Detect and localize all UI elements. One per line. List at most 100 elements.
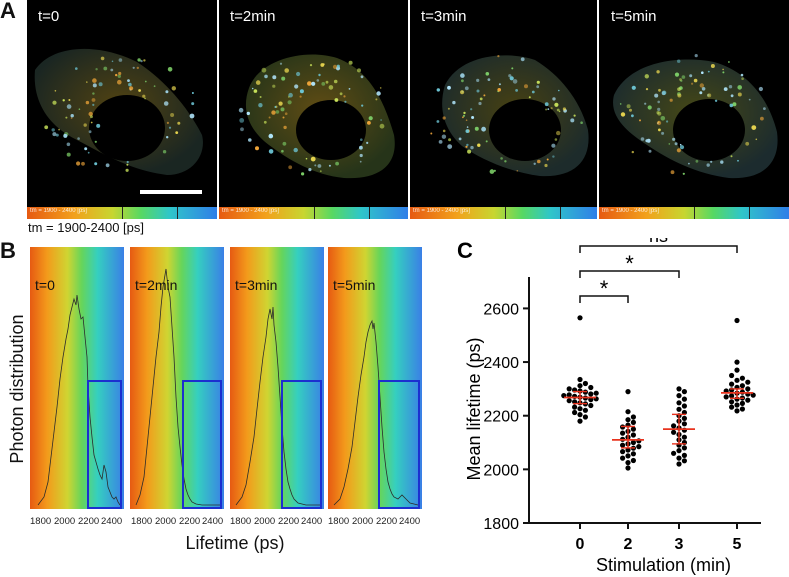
speckle [760,116,764,121]
speckle [246,111,250,116]
speckle [679,78,682,81]
y-tick-label: 2400 [483,355,519,372]
speckle [282,141,287,146]
speckle [707,93,712,98]
speckle [544,163,548,168]
speckle [126,160,129,164]
data-point [593,390,599,396]
speckle [545,108,548,111]
data-point [681,445,687,451]
hist-xtick: 2200 [278,516,300,527]
data-point [676,386,682,392]
speckle [707,70,710,73]
speckle [279,62,283,65]
speckle [54,90,57,92]
speckle [466,126,469,128]
data-point [734,377,740,383]
speckle [301,172,305,176]
significance-label: ns [649,238,668,246]
speckle [465,129,470,134]
hist-xtick: 1800 [131,516,153,527]
speckle [367,121,371,125]
speckle [92,78,97,83]
speckle [755,138,758,141]
speckle [672,137,676,141]
cell-image [613,54,778,179]
speckle [63,133,68,138]
speckle [442,116,446,120]
data-point [681,458,687,464]
speckle [81,161,85,166]
speckle-layer [44,56,195,172]
data-point [582,414,588,420]
speckle [259,96,262,98]
speckle [165,90,169,94]
speckle [460,90,465,95]
data-point [734,402,740,408]
speckle [177,121,181,125]
speckle [77,137,80,140]
y-tick-label: 1800 [483,516,519,533]
speckle [288,92,293,98]
speckle [467,149,472,154]
data-point [729,381,735,387]
speckle [92,92,95,95]
data-point [572,409,578,416]
data-point [625,465,631,471]
data-point [588,402,594,409]
speckle [497,88,501,92]
speckle [666,120,669,123]
speckle [674,72,680,77]
histogram-t3: t=3min [230,247,324,509]
data-point [729,404,735,410]
speckle [86,81,88,83]
speckle [361,104,364,107]
data-point [625,447,631,453]
speckle [105,163,110,168]
speckle [376,91,381,96]
data-point [620,449,626,455]
speckle [359,160,362,163]
speckle [175,131,179,135]
speckle [58,128,60,131]
speckle [90,121,93,124]
speckle [533,162,536,165]
speckle [288,165,293,170]
speckle [689,74,693,78]
hist-xtick: 2400 [399,516,421,527]
speckle [458,137,462,141]
speckle [55,133,59,137]
speckle [128,82,132,87]
speckle [447,85,451,90]
speckle [92,103,95,106]
speckle [699,91,703,95]
speckle [509,76,514,81]
speckle [528,96,531,99]
significance-bracket [579,245,738,253]
data-point [671,429,677,435]
speckle [497,55,500,58]
data-point [681,396,687,402]
speckle [515,89,518,92]
speckle [677,59,681,63]
speckle [251,87,254,90]
speckle [91,98,96,102]
speckle [441,134,447,139]
speckle [745,141,750,146]
speckle [281,76,286,81]
speckle [741,77,744,80]
speckle [520,57,525,62]
speckle [668,143,671,145]
speckle [550,107,553,110]
significance-label: * [625,251,634,276]
speckle [75,67,78,70]
data-point [739,383,745,389]
speckle [670,170,675,175]
speckle [379,123,385,129]
speckle [167,67,173,72]
hist-xtick: 2200 [179,516,201,527]
data-point [630,439,636,446]
y-tick-label: 2600 [483,301,519,318]
speckle [168,126,172,129]
speckle [462,114,466,117]
